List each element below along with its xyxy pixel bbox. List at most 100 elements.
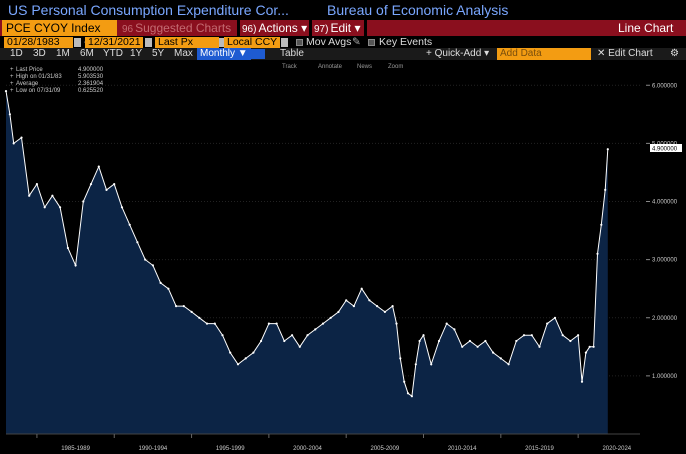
add-data-input[interactable]: Add Data [497, 48, 591, 60]
currency-dropdown-icon[interactable] [281, 38, 288, 47]
x-tick-label: 2005-2009 [371, 446, 400, 452]
x-tick-label: 1995-1999 [216, 446, 245, 452]
y-tick-label: 1.000000 [652, 374, 678, 380]
data-point [113, 183, 116, 186]
area-fill [6, 91, 608, 434]
actions-label: Actions ▾ [258, 21, 308, 35]
data-point [484, 339, 487, 343]
key-events-checkbox[interactable] [368, 39, 375, 46]
edit-number: 97) [314, 24, 329, 35]
data-point [499, 357, 502, 360]
data-point [538, 345, 541, 348]
data-point [314, 328, 317, 331]
data-point [198, 316, 201, 319]
data-source: Bureau of Economic Analysis [327, 2, 509, 18]
data-point [360, 287, 363, 290]
data-point [51, 194, 54, 197]
chart-style-icon[interactable] [251, 49, 265, 59]
chart-panel: 6.0000005.0000004.0000003.0000002.000000… [0, 60, 686, 454]
period-1y[interactable]: 1Y [130, 48, 143, 59]
data-point [128, 223, 131, 226]
quick-add-button[interactable]: + Quick-Add ▾ [426, 48, 490, 59]
data-point [403, 380, 406, 383]
y-tick-label: 6.000000 [652, 83, 678, 89]
last-value-box [650, 144, 682, 152]
frequency-select[interactable]: Monthly ▼ [197, 48, 251, 60]
field-select[interactable]: Last Px [155, 37, 219, 48]
field-dropdown-icon[interactable] [219, 38, 226, 47]
data-point [569, 339, 572, 343]
pencil-icon[interactable]: ✎ [352, 36, 361, 48]
data-point [395, 322, 398, 325]
currency-select[interactable]: Local CCY [224, 37, 280, 48]
mov-avgs-label[interactable]: Mov Avgs [306, 36, 352, 48]
data-point [151, 264, 154, 267]
period-5y[interactable]: 5Y [152, 48, 165, 59]
divider [364, 20, 367, 36]
period-3d[interactable]: 3D [33, 48, 46, 59]
data-point [35, 183, 39, 186]
x-tick-label: 2000-2004 [293, 446, 322, 452]
data-point [105, 188, 108, 191]
data-point [588, 345, 591, 348]
gear-icon[interactable]: ⚙ [670, 48, 679, 59]
data-point [530, 334, 533, 337]
data-point [182, 305, 185, 308]
legend-label-last: Last Price [16, 67, 43, 73]
chart-type-label: Line Chart [618, 21, 674, 35]
calendar-icon[interactable] [74, 38, 81, 47]
ticker-input[interactable]: PCE CYOY Index [2, 20, 117, 36]
period-max[interactable]: Max [174, 48, 193, 59]
command-bar: PCE CYOY Index 96 Suggested Charts 96) Act… [0, 20, 686, 36]
edit-chart-button[interactable]: ✕ Edit Chart [597, 48, 653, 59]
data-point [205, 322, 209, 325]
divider [237, 20, 240, 36]
data-point [468, 339, 471, 343]
legend-label-low: Low on 07/31/09 [16, 88, 61, 94]
suggested-charts-button[interactable]: 96 Suggested Charts [122, 20, 231, 36]
data-point [82, 200, 85, 203]
period-1d[interactable]: 1D [10, 48, 23, 59]
data-point [410, 395, 413, 398]
x-tick-label: 1990-1994 [139, 446, 168, 452]
mov-avgs-checkbox[interactable] [296, 39, 303, 46]
y-tick-label: 2.000000 [652, 316, 678, 322]
period-6m[interactable]: 6M [80, 48, 94, 59]
end-date-input[interactable]: 12/31/2021 [85, 37, 143, 48]
data-point [28, 194, 31, 197]
data-point [236, 363, 240, 366]
period-ytd[interactable]: YTD [103, 48, 123, 59]
data-point [298, 345, 301, 348]
data-point [445, 322, 448, 325]
table-button[interactable]: Table [280, 48, 304, 59]
data-point [580, 380, 584, 383]
news-tool[interactable]: News [357, 64, 372, 70]
suggested-charts-label: Suggested Charts [135, 21, 232, 35]
data-point [213, 322, 216, 325]
annotate-tool[interactable]: Annotate [318, 64, 343, 70]
calendar-icon[interactable] [145, 38, 152, 47]
chart-tools: Track Annotate News Zoom [282, 64, 403, 70]
zoom-tool[interactable]: Zoom [388, 64, 403, 70]
data-point [376, 305, 379, 308]
legend-value-low: 0.625520 [78, 88, 104, 94]
data-points [4, 90, 609, 398]
data-point [97, 165, 100, 168]
track-tool[interactable]: Track [282, 64, 298, 70]
actions-menu[interactable]: 96) Actions ▾ [242, 20, 307, 36]
key-events-label[interactable]: Key Events [379, 36, 433, 48]
edit-label: Edit ▾ [330, 21, 361, 35]
data-point [418, 339, 421, 343]
data-point [321, 322, 325, 325]
edit-menu[interactable]: 97) Edit ▾ [314, 20, 361, 36]
title-bar: US Personal Consumption Expenditure Cor.… [0, 0, 686, 20]
data-point [600, 223, 603, 226]
last-value-label: 4.900000 [652, 147, 678, 153]
period-1m[interactable]: 1M [56, 48, 70, 59]
data-point [561, 334, 564, 337]
data-point [221, 334, 224, 337]
line-chart[interactable]: 6.0000005.0000004.0000003.0000002.000000… [0, 60, 686, 454]
parameter-bar: 01/28/1983 - 12/31/2021 Last Px Local CC… [0, 36, 686, 48]
start-date-input[interactable]: 01/28/1983 [4, 37, 73, 48]
x-tick-label: 2015-2019 [525, 446, 554, 452]
